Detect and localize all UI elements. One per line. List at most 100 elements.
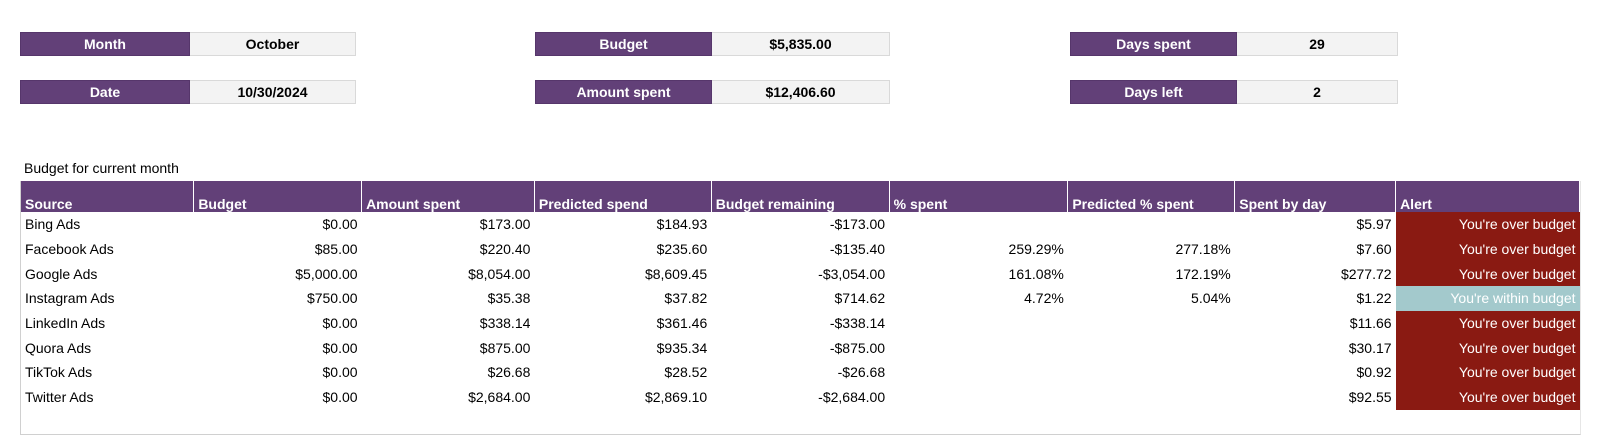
header-spent-by-day[interactable]: Spent by day xyxy=(1234,181,1397,212)
header-source[interactable]: Source xyxy=(21,181,195,212)
cell-amount-spent[interactable]: $35.38 xyxy=(487,290,531,307)
month-value[interactable]: October xyxy=(190,32,356,56)
header-pct-spent[interactable]: % spent xyxy=(889,181,1069,212)
cell-spent-by-day[interactable]: $92.55 xyxy=(1348,389,1392,406)
cell-budget[interactable]: $0.00 xyxy=(322,216,358,233)
cell-predicted-pct-spent[interactable] xyxy=(1068,360,1235,385)
budget-table: Source Budget Amount spent Predicted spe… xyxy=(21,181,1580,410)
cell-alert[interactable]: You're within budget xyxy=(1395,286,1580,311)
cell-predicted-pct-spent[interactable] xyxy=(1068,212,1235,237)
cell-predicted-pct-spent[interactable]: 172.19% xyxy=(1175,265,1231,282)
cell-pct-spent[interactable]: 259.29% xyxy=(1008,241,1064,258)
cell-source[interactable]: Bing Ads xyxy=(25,216,81,233)
days-spent-value[interactable]: 29 xyxy=(1237,32,1398,56)
cell-alert[interactable]: You're over budget xyxy=(1395,335,1580,361)
cell-predicted-spend[interactable]: $184.93 xyxy=(656,216,708,233)
cell-budget[interactable]: $5,000.00 xyxy=(295,265,358,282)
cell-source[interactable]: Quora Ads xyxy=(25,339,92,356)
cell-amount-spent[interactable]: $338.14 xyxy=(479,315,531,332)
cell-alert[interactable]: You're over budget xyxy=(1395,212,1580,237)
cell-pct-spent[interactable] xyxy=(889,360,1068,385)
cell-source[interactable]: Google Ads xyxy=(25,265,98,282)
header-alert[interactable]: Alert xyxy=(1395,181,1580,212)
table-row: TikTok Ads $0.00 $26.68 $28.52 -$26.68 $0.92 Y… xyxy=(21,360,1580,385)
cell-budget[interactable]: $750.00 xyxy=(306,290,358,307)
header-predicted-spend[interactable]: Predicted spend xyxy=(534,181,712,212)
table-row: Instagram Ads $750.00 $35.38 $37.82 $714.62 4… xyxy=(21,286,1580,311)
cell-predicted-spend[interactable]: $2,869.10 xyxy=(644,389,708,406)
cell-predicted-spend[interactable]: $935.34 xyxy=(656,339,708,356)
cell-spent-by-day[interactable]: $0.92 xyxy=(1356,364,1392,381)
cell-predicted-pct-spent[interactable] xyxy=(1068,385,1235,410)
cell-source[interactable]: Twitter Ads xyxy=(25,389,94,406)
cell-budget-remaining[interactable]: -$26.68 xyxy=(837,364,886,381)
date-field: Date 10/30/2024 xyxy=(20,80,356,104)
cell-budget-remaining[interactable]: -$2,684.00 xyxy=(818,389,886,406)
cell-source[interactable]: Instagram Ads xyxy=(25,290,115,307)
month-label: Month xyxy=(20,32,190,56)
cell-pct-spent[interactable]: 4.72% xyxy=(1024,290,1064,307)
days-left-value[interactable]: 2 xyxy=(1237,80,1398,104)
cell-source[interactable]: LinkedIn Ads xyxy=(25,315,106,332)
table-row: Twitter Ads $0.00 $2,684.00 $2,869.10 -$2,68… xyxy=(21,384,1580,410)
table-row: Google Ads $5,000.00 $8,054.00 $8,609.45 -$3… xyxy=(21,261,1580,287)
budget-field: Budget $5,835.00 xyxy=(535,32,890,56)
cell-predicted-spend[interactable]: $28.52 xyxy=(664,364,708,381)
cell-predicted-pct-spent[interactable] xyxy=(1068,335,1235,360)
cell-budget[interactable]: $85.00 xyxy=(314,241,358,258)
days-spent-label: Days spent xyxy=(1070,32,1237,56)
cell-amount-spent[interactable]: $2,684.00 xyxy=(468,389,531,406)
cell-amount-spent[interactable]: $875.00 xyxy=(479,339,531,356)
cell-amount-spent[interactable]: $26.68 xyxy=(487,364,531,381)
cell-budget-remaining[interactable]: -$3,054.00 xyxy=(818,265,886,282)
cell-pct-spent[interactable] xyxy=(889,311,1068,336)
cell-pct-spent[interactable] xyxy=(889,212,1068,237)
cell-spent-by-day[interactable]: $30.17 xyxy=(1348,339,1392,356)
cell-budget[interactable]: $0.00 xyxy=(322,315,358,332)
cell-budget-remaining[interactable]: -$875.00 xyxy=(829,339,886,356)
cell-predicted-spend[interactable]: $361.46 xyxy=(656,315,708,332)
cell-budget[interactable]: $0.00 xyxy=(322,364,358,381)
cell-spent-by-day[interactable]: $1.22 xyxy=(1356,290,1392,307)
cell-predicted-spend[interactable]: $235.60 xyxy=(656,241,708,258)
cell-spent-by-day[interactable]: $5.97 xyxy=(1356,216,1392,233)
date-label: Date xyxy=(20,80,190,104)
cell-amount-spent[interactable]: $220.40 xyxy=(479,241,531,258)
header-amount-spent[interactable]: Amount spent xyxy=(361,181,535,212)
cell-source[interactable]: Facebook Ads xyxy=(25,241,114,258)
cell-budget-remaining[interactable]: $714.62 xyxy=(834,290,886,307)
cell-alert[interactable]: You're over budget xyxy=(1395,261,1580,287)
table-caption: Budget for current month xyxy=(24,160,179,176)
cell-alert[interactable]: You're over budget xyxy=(1395,310,1580,336)
cell-budget[interactable]: $0.00 xyxy=(322,339,358,356)
cell-predicted-pct-spent[interactable]: 5.04% xyxy=(1191,290,1231,307)
cell-spent-by-day[interactable]: $277.72 xyxy=(1340,265,1392,282)
amount-spent-field: Amount spent $12,406.60 xyxy=(535,80,890,104)
cell-budget-remaining[interactable]: -$338.14 xyxy=(829,315,886,332)
amount-spent-value[interactable]: $12,406.60 xyxy=(712,80,890,104)
cell-predicted-pct-spent[interactable] xyxy=(1068,311,1235,336)
cell-budget-remaining[interactable]: -$135.40 xyxy=(829,241,886,258)
cell-predicted-spend[interactable]: $8,609.45 xyxy=(644,265,708,282)
cell-budget-remaining[interactable]: -$173.00 xyxy=(829,216,886,233)
cell-spent-by-day[interactable]: $11.66 xyxy=(1349,315,1392,332)
header-budget[interactable]: Budget xyxy=(193,181,363,212)
budget-value[interactable]: $5,835.00 xyxy=(712,32,890,56)
date-value[interactable]: 10/30/2024 xyxy=(190,80,356,104)
cell-amount-spent[interactable]: $173.00 xyxy=(479,216,531,233)
header-budget-remaining[interactable]: Budget remaining xyxy=(711,181,890,212)
cell-alert[interactable]: You're over budget xyxy=(1395,236,1580,262)
cell-alert[interactable]: You're over budget xyxy=(1395,360,1580,385)
cell-budget[interactable]: $0.00 xyxy=(322,389,358,406)
days-left-label: Days left xyxy=(1070,80,1237,104)
cell-spent-by-day[interactable]: $7.60 xyxy=(1356,241,1392,258)
cell-amount-spent[interactable]: $8,054.00 xyxy=(468,265,531,282)
cell-predicted-pct-spent[interactable]: 277.18% xyxy=(1175,241,1231,258)
header-predicted-pct-spent[interactable]: Predicted % spent xyxy=(1067,181,1236,212)
cell-pct-spent[interactable] xyxy=(889,335,1068,360)
cell-pct-spent[interactable] xyxy=(889,385,1068,410)
cell-source[interactable]: TikTok Ads xyxy=(25,364,93,381)
cell-alert[interactable]: You're over budget xyxy=(1395,384,1580,410)
cell-pct-spent[interactable]: 161.08% xyxy=(1008,265,1064,282)
cell-predicted-spend[interactable]: $37.82 xyxy=(664,290,708,307)
